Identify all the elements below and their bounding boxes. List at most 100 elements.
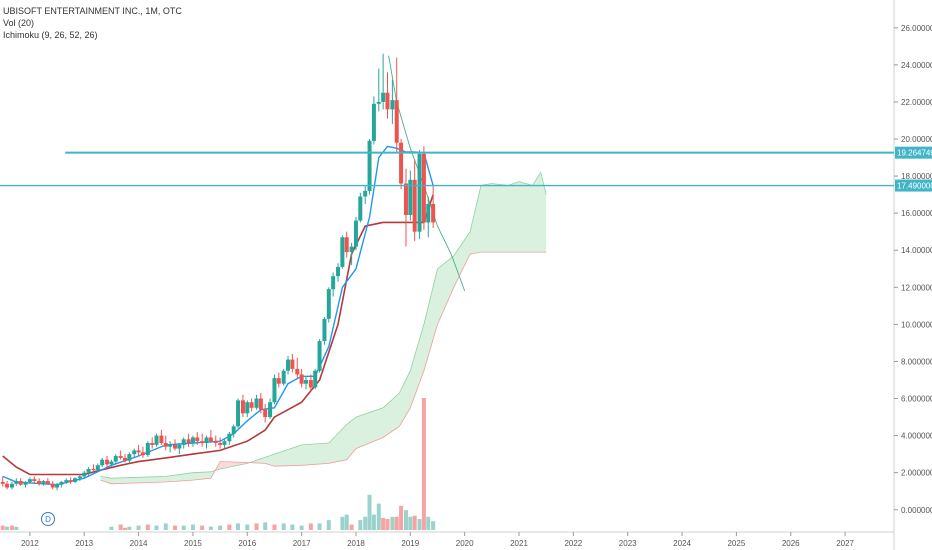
price-line-label: 19.264749 (897, 149, 932, 158)
candle-up (23, 481, 28, 485)
x-tick-label: 2016 (238, 539, 256, 548)
volume-bar (127, 526, 132, 530)
candle-up (59, 481, 64, 485)
candle-up (358, 196, 363, 221)
volume-bar (394, 516, 399, 530)
candle-down (45, 481, 50, 484)
x-tick-label: 2018 (347, 539, 365, 548)
horizontal-lines: 19.264749 17.490000 (0, 146, 932, 192)
x-tick-label: 2019 (401, 539, 419, 548)
candle-up (95, 465, 100, 470)
volume-bar (326, 520, 331, 530)
volume-bar (122, 527, 127, 530)
candle-down (122, 457, 127, 461)
candle-down (200, 441, 205, 444)
candle-up (222, 441, 227, 445)
volume-bar (254, 523, 259, 530)
volume-bar (14, 526, 19, 530)
volume-bar (363, 516, 368, 530)
candle-up (331, 276, 336, 290)
volume-bar (390, 516, 395, 530)
volume-bar (163, 523, 168, 530)
candle-up (340, 237, 345, 267)
candle-up (236, 400, 241, 427)
volume-bar (154, 525, 159, 530)
candle-up (154, 435, 159, 445)
candle-down (68, 480, 73, 482)
y-tick-label: 6.000000 (901, 395, 932, 404)
candle-up (426, 203, 431, 223)
volume-bar (290, 524, 295, 530)
candle-up (281, 370, 286, 384)
candle-up (100, 459, 105, 466)
volume-indicator-label[interactable]: Vol (20) (3, 18, 35, 28)
volume-bar (172, 525, 177, 530)
x-tick-label: 2027 (836, 539, 854, 548)
volume-bar (9, 525, 14, 530)
price-line-label-bg (895, 146, 932, 159)
candle-up (177, 444, 182, 449)
candle-down (37, 481, 42, 484)
volume-bar (349, 524, 354, 530)
candle-up (109, 461, 114, 465)
x-tick-label: 2026 (782, 539, 800, 548)
candle-down (399, 142, 404, 184)
x-tick-label: 2015 (184, 539, 202, 548)
candle-up (367, 140, 372, 191)
volume-bar (367, 494, 372, 530)
volume-bar (208, 526, 213, 530)
candle-up (77, 476, 82, 479)
candle-up (349, 246, 354, 253)
volume-bar (408, 516, 413, 530)
candle-down (140, 452, 145, 456)
candle-down (290, 359, 295, 369)
cloud-bullish-segment (249, 172, 547, 467)
candle-down (218, 443, 223, 445)
candle-down (276, 378, 281, 384)
candle-down (159, 435, 164, 444)
candle-up (145, 443, 150, 456)
candle-up (326, 289, 331, 319)
candle-down (136, 450, 141, 453)
x-tick-label: 2017 (293, 539, 311, 548)
x-tick-label: 2013 (75, 539, 93, 548)
x-tick-label: 2025 (727, 539, 745, 548)
candle-down (403, 183, 408, 216)
candle-down (412, 179, 417, 232)
candle-up (64, 480, 69, 482)
y-tick-label: 14.000000 (901, 246, 932, 255)
candle-up (286, 359, 291, 371)
candle-down (50, 483, 55, 488)
candle-up (363, 190, 368, 197)
volume-bar (371, 514, 376, 530)
candle-up (113, 456, 118, 462)
leading-span-a-line (100, 171, 547, 479)
price-line-label-bg (895, 179, 932, 192)
volume-bar (431, 521, 436, 530)
candle-down (240, 400, 245, 414)
volume-bar (403, 510, 408, 530)
time-axis: 2012 2013 2014 2015 2016 2017 2018 2019 2020 2021… (21, 532, 855, 548)
y-tick-label: 22.000000 (901, 98, 932, 107)
candle-down (91, 468, 96, 470)
symbol-title[interactable]: UBISOFT ENTERTAINMENT INC., 1M, OTC (3, 6, 182, 16)
x-tick-label: 2012 (21, 539, 39, 548)
candle-up (27, 479, 32, 482)
candle-down (0, 481, 5, 484)
candle-down (385, 92, 390, 110)
candle-down (150, 443, 155, 445)
volume-bar (200, 525, 205, 530)
ichimoku-indicator-label[interactable]: Ichimoku (9, 26, 52, 26) (3, 30, 98, 40)
x-tick-label: 2024 (673, 539, 691, 548)
candle-down (344, 237, 349, 253)
volume-bar (385, 519, 390, 530)
candle-up (254, 398, 259, 408)
volume-bar (118, 524, 123, 530)
dividend-marker[interactable]: D (41, 512, 55, 526)
candle-up (72, 478, 77, 482)
volume-bar (190, 524, 195, 530)
volume-bar (417, 519, 422, 530)
volume-bar (218, 525, 223, 530)
